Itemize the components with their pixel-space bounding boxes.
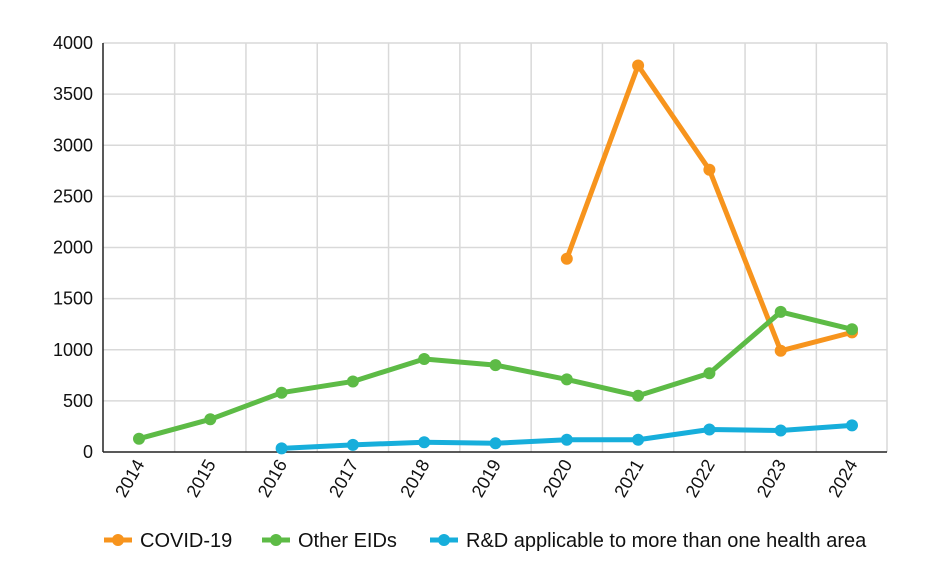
data-point	[703, 423, 716, 436]
y-axis-ticks: 0 500 1000 1500 2000 2500 3000 3500 4000	[53, 33, 93, 462]
axes	[102, 43, 887, 453]
y-tick-label: 500	[63, 391, 93, 411]
data-point	[346, 438, 359, 451]
y-tick-label: 3500	[53, 84, 93, 104]
data-point	[489, 359, 502, 372]
x-tick-label: 2023	[753, 456, 790, 501]
data-point	[632, 59, 645, 72]
x-axis-ticks: 2014 2015 2016 2017 2018 2019 2020 2021 2022 2023…	[111, 456, 861, 501]
legend: COVID-19 Other EIDs R&D applicable to more…	[104, 530, 867, 552]
data-point	[632, 389, 645, 402]
legend-item: Other EIDs	[262, 530, 397, 552]
grid	[103, 42, 888, 452]
x-tick-label: 2015	[182, 456, 219, 501]
data-point	[703, 163, 716, 176]
y-tick-label: 2000	[53, 238, 93, 258]
data-point	[774, 424, 787, 437]
data-point	[560, 373, 573, 386]
x-tick-label: 2024	[824, 456, 861, 501]
data-point	[774, 344, 787, 357]
series-line	[564, 62, 855, 354]
y-tick-label: 4000	[53, 33, 93, 53]
y-tick-label: 2500	[53, 186, 93, 206]
legend-swatch-marker	[438, 534, 450, 546]
data-point	[560, 433, 573, 446]
x-tick-label: 2019	[468, 456, 505, 501]
x-tick-label: 2014	[111, 456, 148, 501]
y-tick-label: 0	[83, 442, 93, 462]
data-point	[489, 437, 502, 450]
data-point	[846, 323, 858, 336]
data-point	[346, 375, 359, 388]
legend-swatch-marker	[270, 534, 282, 546]
x-tick-label: 2020	[539, 456, 576, 501]
series-covid-19	[560, 59, 858, 357]
series-r-d-applicable-to-more-than-one-health-area	[275, 419, 858, 455]
series-other-eids	[133, 305, 858, 445]
y-tick-label: 1500	[53, 289, 93, 309]
data-point	[560, 252, 573, 265]
y-tick-label: 1000	[53, 340, 93, 360]
data-point	[632, 433, 645, 446]
x-tick-label: 2016	[254, 456, 291, 501]
data-point	[418, 352, 431, 365]
x-tick-label: 2017	[325, 456, 362, 501]
x-tick-label: 2018	[396, 456, 433, 501]
data-point	[703, 367, 716, 380]
x-tick-label: 2022	[682, 456, 719, 501]
data-point	[133, 432, 145, 445]
legend-label: COVID-19	[140, 530, 232, 552]
data-point	[204, 413, 217, 426]
y-tick-label: 3000	[53, 135, 93, 155]
x-tick-label: 2021	[610, 456, 647, 501]
data-point	[846, 419, 858, 432]
data-point	[275, 442, 288, 455]
legend-item: R&D applicable to more than one health a…	[430, 530, 867, 552]
legend-label: Other EIDs	[298, 530, 397, 552]
data-point	[774, 305, 787, 318]
legend-item: COVID-19	[104, 530, 232, 552]
data-point	[418, 436, 431, 449]
legend-swatch-marker	[112, 534, 124, 546]
legend-label: R&D applicable to more than one health a…	[466, 530, 867, 552]
data-point	[275, 386, 288, 399]
series-layer	[133, 59, 858, 455]
